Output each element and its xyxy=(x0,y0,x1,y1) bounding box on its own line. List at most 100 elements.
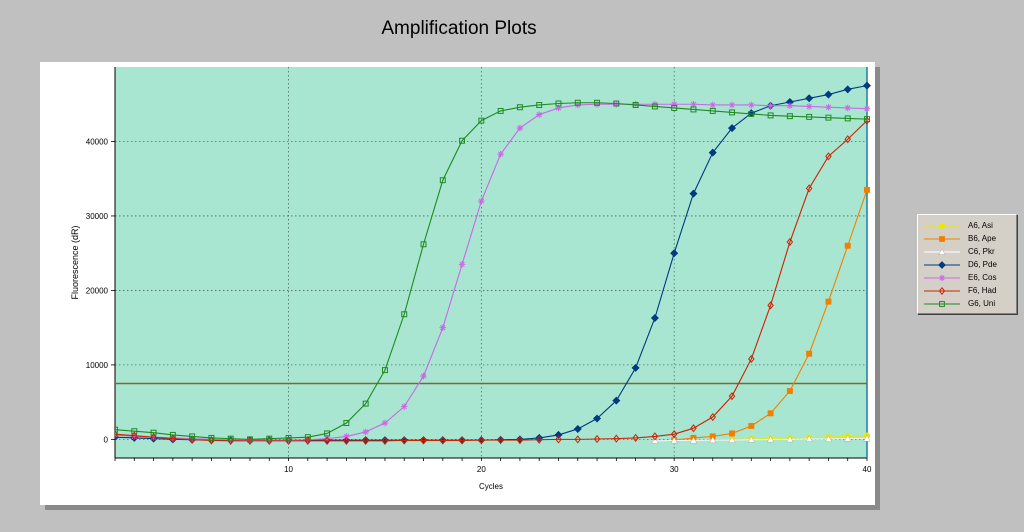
data-point xyxy=(362,428,369,436)
data-point xyxy=(786,435,794,443)
data-point xyxy=(439,436,447,445)
data-point xyxy=(844,115,851,122)
data-point xyxy=(824,435,833,442)
data-point xyxy=(863,434,871,442)
data-point xyxy=(420,436,427,445)
data-point xyxy=(478,197,485,205)
data-point xyxy=(729,109,736,116)
data-point xyxy=(115,430,119,439)
data-point xyxy=(535,433,544,442)
x-tick-label: 20 xyxy=(477,465,486,474)
legend-marker xyxy=(938,286,946,296)
data-point xyxy=(323,436,331,445)
data-point xyxy=(150,433,157,442)
data-point xyxy=(343,420,350,426)
data-point xyxy=(844,135,851,144)
y-tick-label: 30000 xyxy=(86,212,109,221)
data-point xyxy=(651,103,658,110)
series-line xyxy=(115,103,868,441)
legend-label: G6, Uni xyxy=(968,299,996,308)
legend-swatch xyxy=(924,286,960,296)
data-point xyxy=(574,99,581,106)
data-point xyxy=(516,104,523,111)
legend-swatch xyxy=(924,236,960,242)
legend-label: B6, Ape xyxy=(968,234,997,243)
data-point xyxy=(285,434,292,441)
data-point xyxy=(381,436,389,445)
legend-item: D6, Pde xyxy=(922,259,1014,271)
legend-marker xyxy=(939,236,945,242)
data-point xyxy=(825,298,832,305)
data-point xyxy=(227,435,234,442)
x-tick-label: 30 xyxy=(670,465,679,474)
data-point xyxy=(767,301,774,310)
data-point xyxy=(767,112,774,119)
legend-item: E6, Cos xyxy=(922,272,1014,284)
chart-title: Amplification Plots xyxy=(381,18,537,39)
y-tick-label: 40000 xyxy=(86,137,109,146)
data-point xyxy=(728,101,736,109)
legend-marker xyxy=(938,222,946,230)
data-point xyxy=(169,431,176,438)
data-point xyxy=(535,435,543,444)
data-point xyxy=(729,430,736,437)
x-axis-label: Cycles xyxy=(479,482,503,491)
data-point xyxy=(650,313,659,322)
data-point xyxy=(748,110,755,117)
plot-svg: 10 20 30 40 0 10000 20000 30000 40000 Cycles Fluor… xyxy=(70,67,872,491)
legend-marker xyxy=(938,248,946,255)
data-point xyxy=(825,103,832,111)
legend-item: B6, Ape xyxy=(922,233,1014,245)
data-point xyxy=(689,189,698,198)
data-point xyxy=(324,430,331,437)
data-point xyxy=(362,436,369,445)
data-point xyxy=(709,412,717,422)
data-point xyxy=(844,242,851,249)
data-point xyxy=(805,184,813,193)
data-point xyxy=(651,437,659,444)
data-point xyxy=(864,116,870,123)
data-point xyxy=(728,392,736,401)
data-point xyxy=(708,148,717,157)
data-point xyxy=(459,137,466,144)
data-point xyxy=(612,396,621,405)
y-tick-label: 0 xyxy=(104,435,109,444)
data-point xyxy=(843,85,852,94)
legend-marker xyxy=(938,274,946,282)
data-point xyxy=(266,435,273,442)
data-point xyxy=(593,434,601,444)
data-point xyxy=(690,106,697,113)
data-point xyxy=(864,186,870,193)
data-point xyxy=(747,436,755,443)
data-point xyxy=(806,350,813,357)
data-point xyxy=(709,101,717,109)
data-point xyxy=(439,177,446,184)
data-point xyxy=(862,81,871,90)
data-point xyxy=(497,436,504,445)
data-point xyxy=(189,433,196,440)
data-point xyxy=(671,104,678,111)
y-tick-label: 20000 xyxy=(86,286,109,295)
data-point xyxy=(343,436,350,445)
data-point xyxy=(748,354,755,364)
data-point xyxy=(632,102,639,108)
data-point xyxy=(115,426,118,433)
data-point xyxy=(574,435,582,444)
data-point xyxy=(709,436,717,443)
data-point xyxy=(208,434,215,441)
data-point xyxy=(420,241,427,248)
data-point xyxy=(786,102,794,110)
data-point xyxy=(824,90,833,99)
data-point xyxy=(401,311,408,318)
data-point xyxy=(786,237,794,247)
data-point xyxy=(844,104,852,112)
legend-label: E6, Cos xyxy=(968,273,997,282)
x-tick-label: 40 xyxy=(863,465,872,474)
data-point xyxy=(766,435,775,443)
data-point xyxy=(767,410,774,417)
data-point xyxy=(670,430,678,439)
data-point xyxy=(573,424,582,433)
legend-swatch xyxy=(924,301,960,307)
data-point xyxy=(458,261,466,268)
legend-item: A6, Asi xyxy=(922,220,1014,232)
